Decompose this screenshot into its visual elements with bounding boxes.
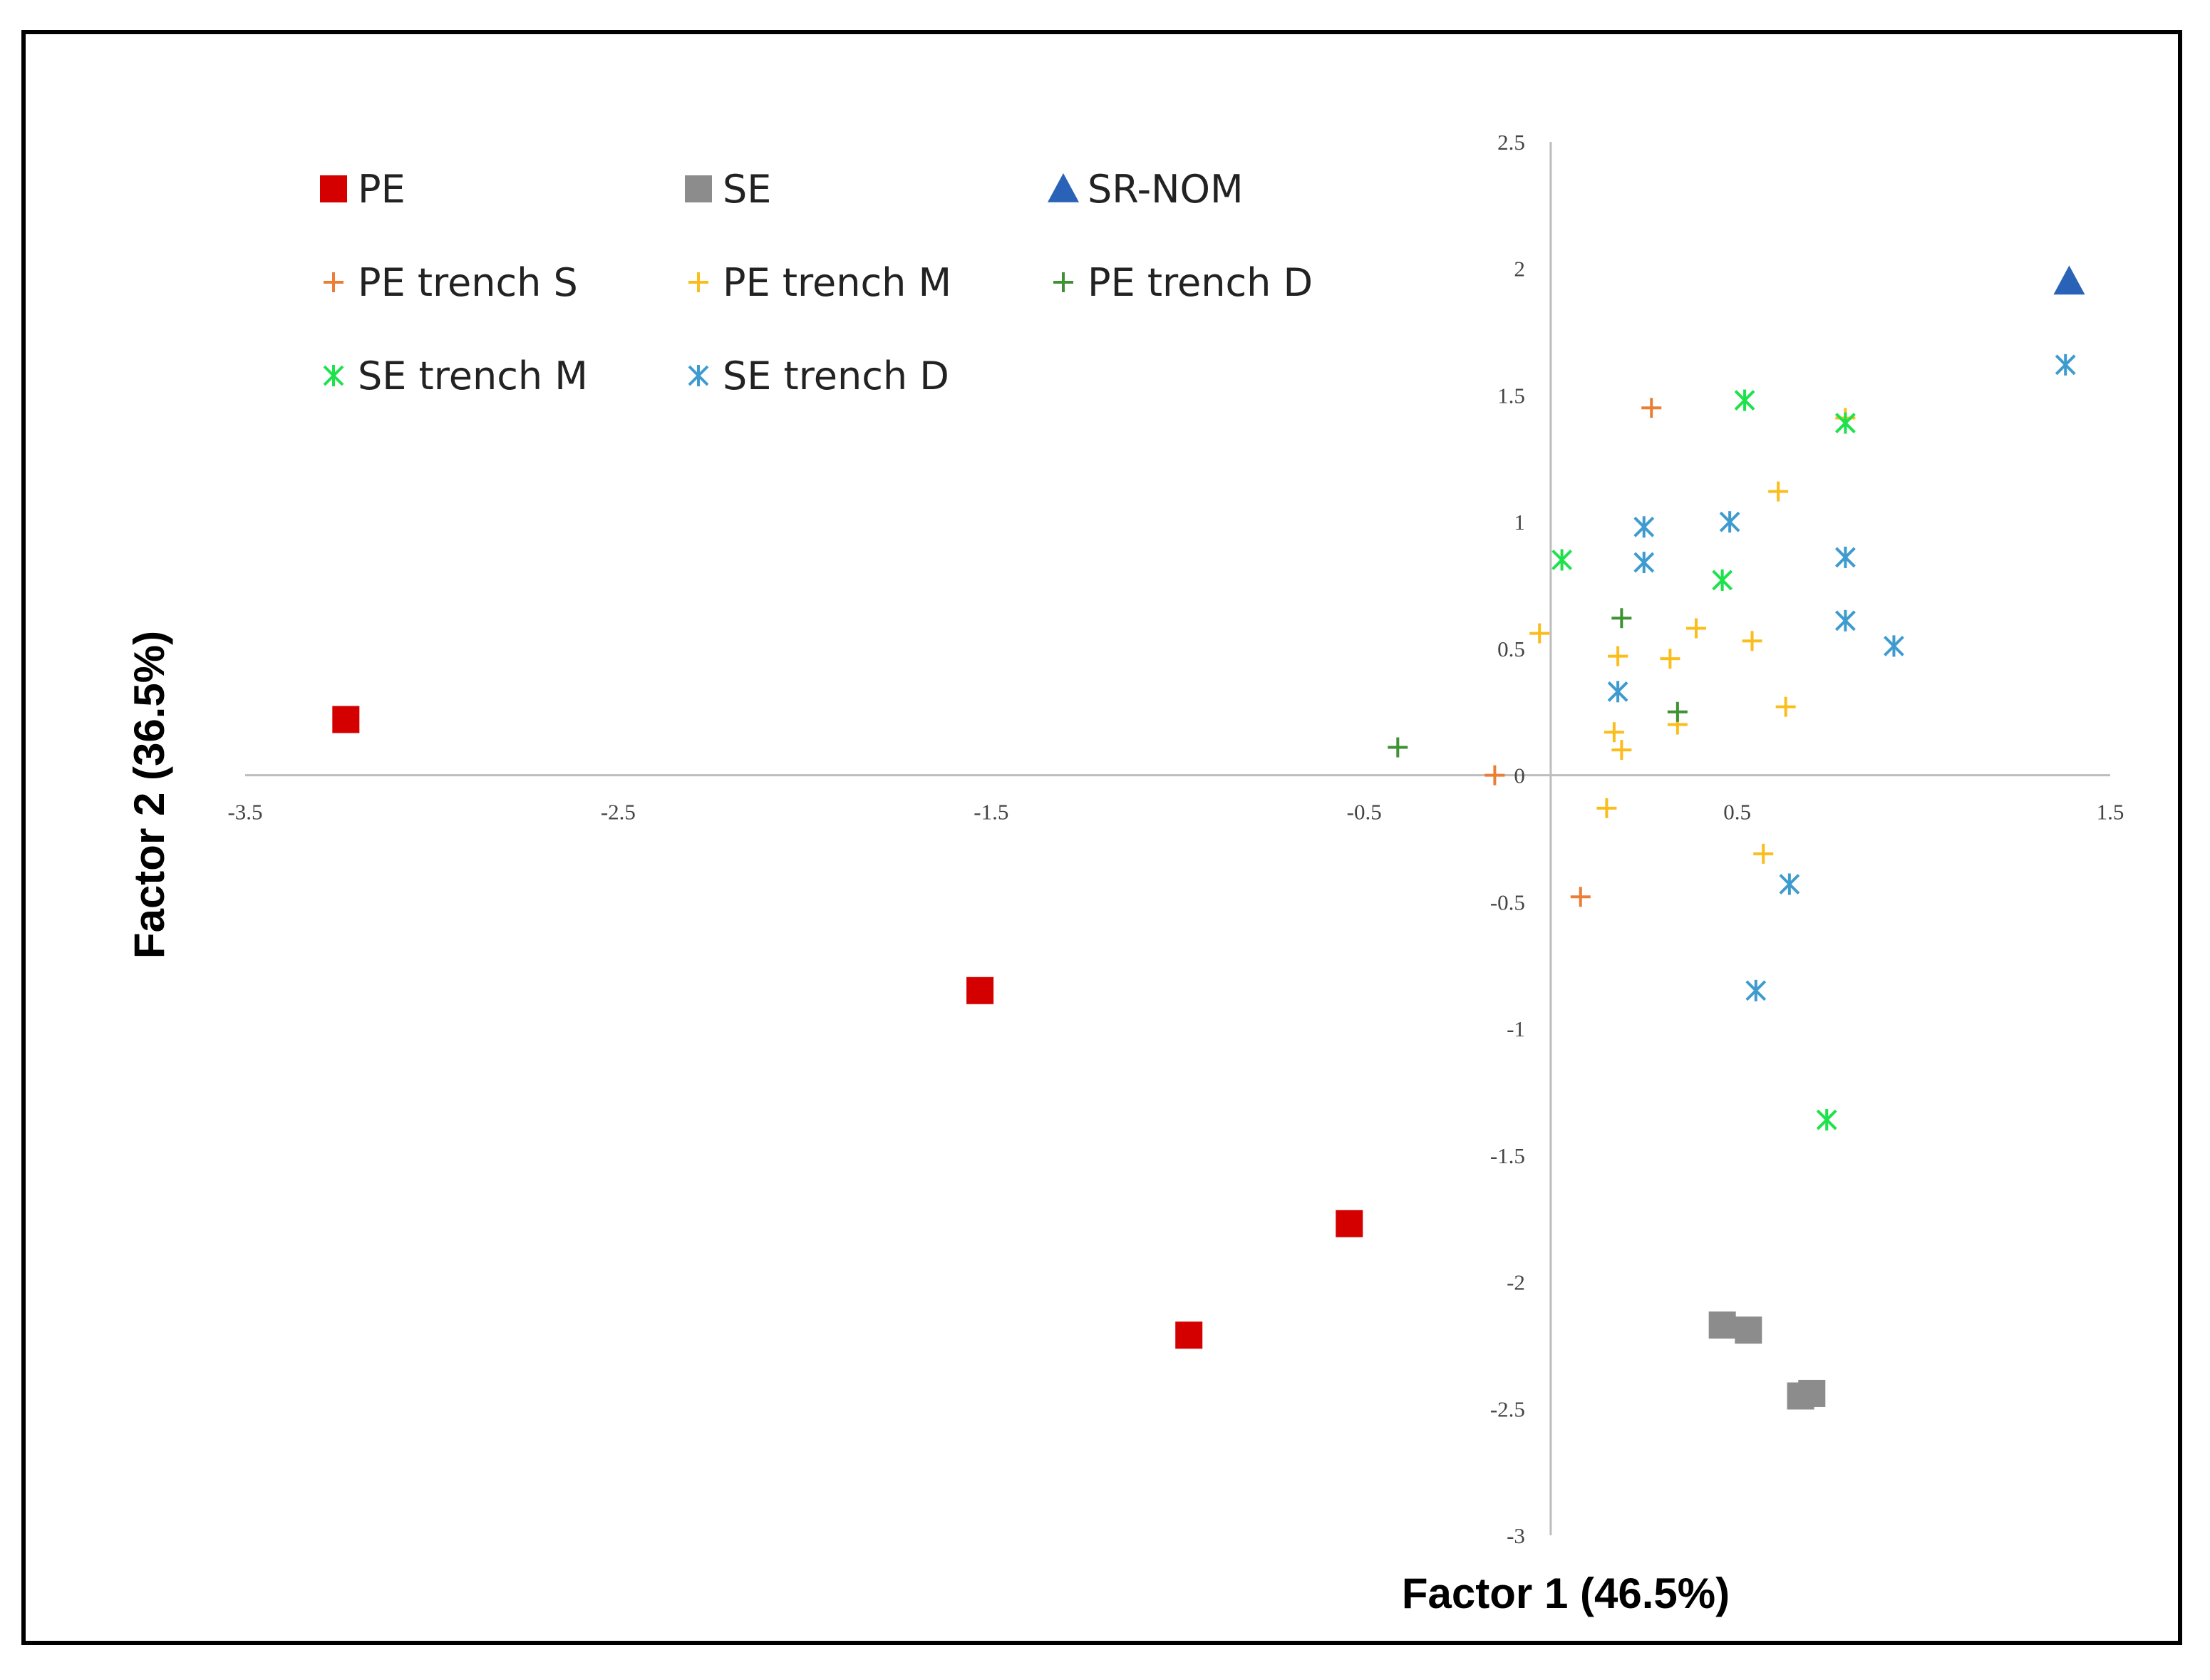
legend-item-pe-trench-d: PE trench D (1053, 260, 1313, 305)
x-tick-label: -0.5 (1347, 800, 1382, 825)
point-pe-trench-m (1768, 481, 1789, 502)
x-tick-label: -1.5 (974, 800, 1008, 825)
y-tick-label: 1.5 (1497, 383, 1525, 408)
point-se-trench-m (1712, 569, 1733, 591)
y-tick-label: -1 (1507, 1016, 1525, 1041)
point-se-trench-m (1551, 549, 1573, 571)
point-pe-trench-m (1611, 740, 1632, 761)
point-pe (1336, 1210, 1363, 1237)
legend-item-pe-trench-m: PE trench M (688, 260, 951, 305)
y-tick-label: -0.5 (1490, 890, 1525, 914)
point-se (1708, 1311, 1736, 1339)
point-se-trench-d (1834, 609, 1856, 632)
legend-label-se-trench-m: SE trench M (358, 354, 588, 398)
legend-label-se-trench-d: SE trench D (723, 354, 949, 398)
y-tick-label: -2 (1507, 1270, 1525, 1295)
point-se-trench-m (1834, 412, 1856, 434)
chart-frame (21, 30, 2182, 1645)
y-tick-label: 0.5 (1497, 637, 1525, 661)
legend-marker-pe-trench-d (1053, 272, 1073, 292)
point-pe (332, 706, 360, 733)
point-se (1798, 1379, 1826, 1407)
legend-label-sr-nom: SR-NOM (1088, 167, 1244, 212)
point-pe-trench-s (1570, 887, 1591, 907)
point-pe-trench-d (1667, 701, 1688, 722)
x-tick-label: 1.5 (2097, 800, 2124, 825)
point-pe-trench-m (1608, 646, 1628, 666)
point-pe (966, 976, 994, 1004)
legend-label-se: SE (723, 167, 771, 212)
legend-marker-pe-trench-m (688, 272, 708, 292)
legend-label-pe-trench-s: PE trench S (358, 260, 578, 305)
point-se-trench-d (1745, 979, 1767, 1001)
point-se-trench-d (1884, 635, 1904, 657)
legend-marker-se (685, 175, 712, 202)
legend-label-pe-trench-d: PE trench D (1088, 260, 1313, 305)
y-tick-label: 0 (1514, 763, 1525, 788)
x-axis-title: Factor 1 (46.5%) (1402, 1570, 1730, 1617)
y-tick-label: -2.5 (1490, 1396, 1525, 1421)
legend-item-se-trench-d: SE trench D (688, 354, 949, 398)
point-pe-trench-s (1484, 765, 1505, 785)
point-se-trench-d (2055, 354, 2076, 376)
point-se-trench-m (1734, 389, 1755, 411)
y-tick-label: -3 (1507, 1523, 1525, 1548)
y-tick-label: -1.5 (1490, 1143, 1525, 1168)
x-tick-labels: -3.5 -2.5 -1.5 -0.5 0.5 1.5 (227, 800, 2124, 825)
data-points (332, 265, 2085, 1410)
point-se (1735, 1316, 1762, 1344)
point-pe-trench-m (1529, 623, 1550, 644)
point-se-trench-m (1816, 1109, 1837, 1131)
y-axis-title: Factor 2 (36.5%) (125, 631, 173, 959)
legend-marker-sr-nom (1048, 173, 1079, 202)
point-pe-trench-m (1775, 696, 1796, 717)
y-tick-label: 1 (1514, 510, 1525, 535)
legend-item-se: SE (685, 167, 771, 212)
legend-marker-se-trench-d (688, 365, 709, 386)
point-se-trench-d (1834, 546, 1856, 568)
legend-item-sr-nom: SR-NOM (1048, 167, 1244, 212)
point-pe-trench-s (1641, 398, 1662, 418)
point-pe-trench-m (1686, 618, 1707, 639)
point-se-trench-d (1719, 511, 1740, 533)
legend-marker-se-trench-m (323, 365, 344, 386)
x-tick-label: 0.5 (1723, 800, 1751, 825)
point-pe-trench-d (1611, 608, 1632, 629)
legend-marker-pe (320, 175, 347, 202)
y-tick-labels: 2.5 2 1.5 1 0.5 0 -0.5 -1 -1.5 -2 -2.5 -3 (1490, 130, 1525, 1548)
legend-item-pe: PE (320, 167, 406, 212)
legend-item-pe-trench-s: PE trench S (324, 260, 578, 305)
y-tick-label: 2.5 (1497, 130, 1525, 155)
legend-label-pe-trench-m: PE trench M (723, 260, 951, 305)
point-pe-trench-d (1388, 737, 1408, 758)
point-pe-trench-m (1660, 649, 1680, 669)
point-pe-trench-m (1604, 722, 1624, 743)
y-tick-label: 2 (1514, 257, 1525, 282)
point-se-trench-d (1607, 681, 1628, 703)
legend-marker-pe-trench-s (324, 272, 344, 292)
point-pe-trench-m (1753, 843, 1774, 864)
x-tick-label: -3.5 (227, 800, 262, 825)
point-pe-trench-m (1596, 798, 1617, 818)
point-pe-trench-m (1742, 631, 1762, 651)
legend-label-pe: PE (358, 167, 406, 212)
point-se-trench-d (1633, 516, 1655, 538)
point-se-trench-d (1779, 873, 1800, 895)
x-tick-label: -2.5 (601, 800, 636, 825)
point-pe (1175, 1321, 1203, 1349)
point-sr-nom (2053, 265, 2085, 295)
point-se-trench-d (1633, 552, 1655, 574)
legend: PE SE SR-NOM PE trench S PE trench M PE trenc… (320, 167, 1313, 398)
legend-item-se-trench-m: SE trench M (323, 354, 588, 398)
